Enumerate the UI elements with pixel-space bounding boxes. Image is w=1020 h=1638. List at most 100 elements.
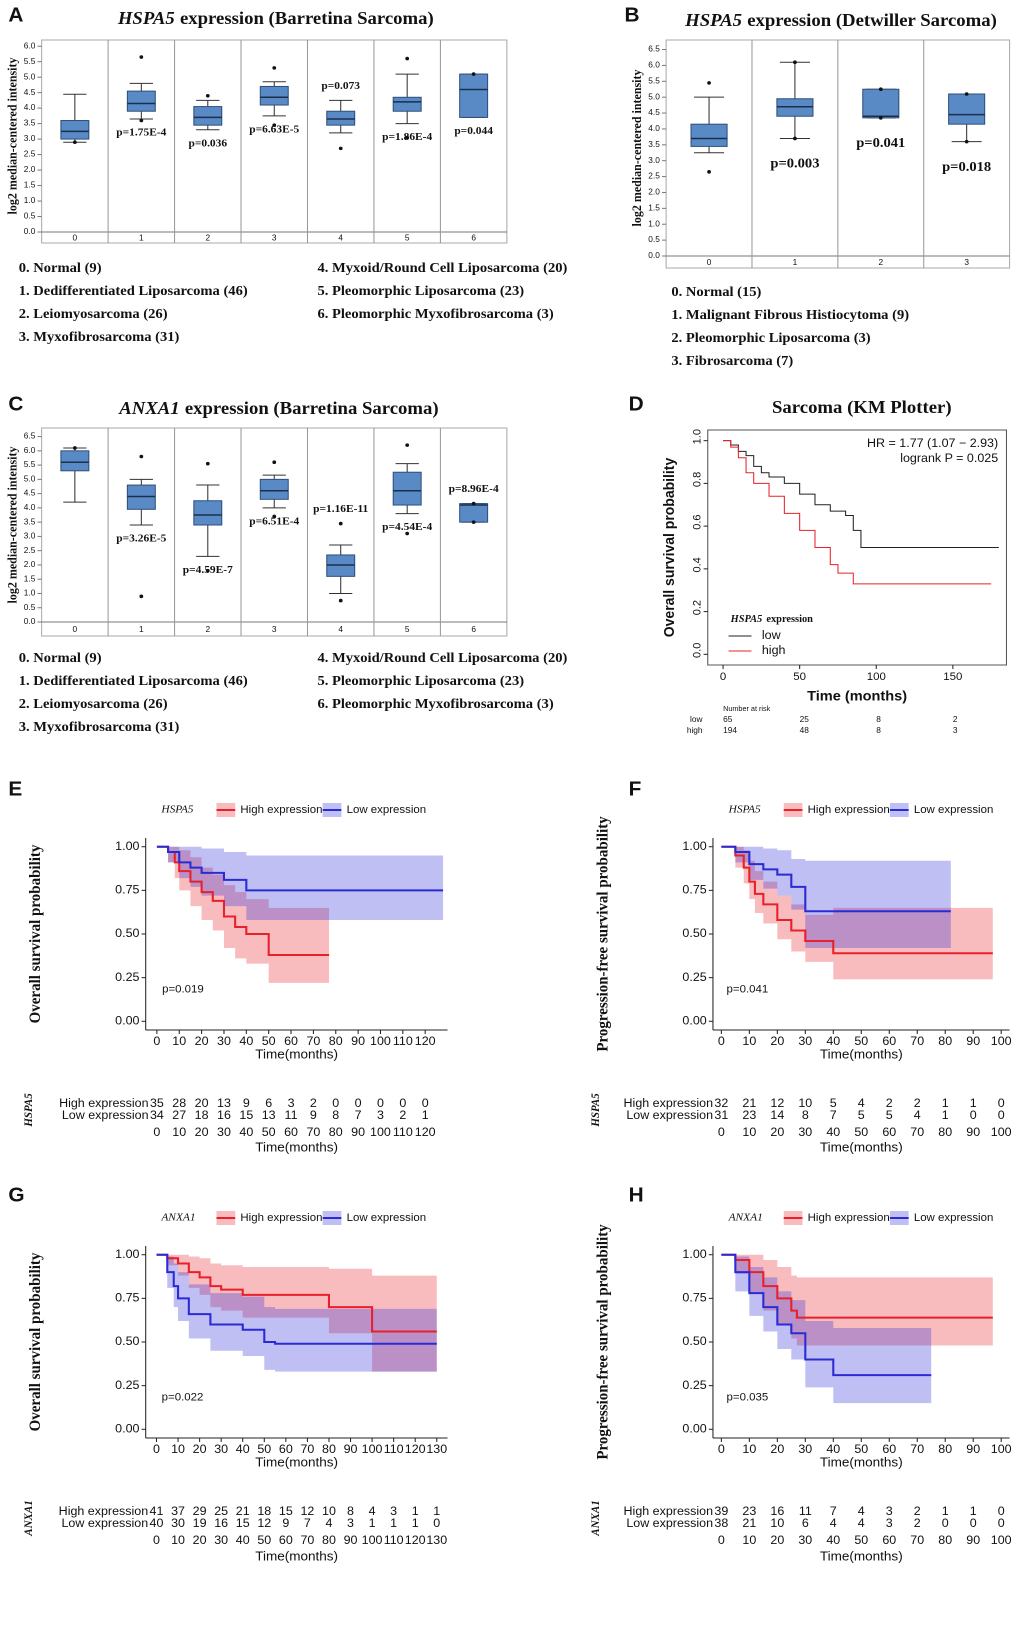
risk-value: 1 bbox=[412, 1516, 419, 1530]
risk-title: ANXA1 bbox=[590, 1500, 602, 1536]
y-axis-label: Overall survival probability bbox=[662, 458, 678, 638]
x-tick-label: 50 bbox=[793, 671, 806, 683]
x-tick-label: 100 bbox=[370, 1034, 391, 1048]
panel-letter: H bbox=[629, 1185, 644, 1207]
panel-letter: G bbox=[8, 1185, 24, 1207]
title-text: expression (Barretina Sarcoma) bbox=[185, 398, 439, 419]
x-tick-label: 0 bbox=[153, 1442, 160, 1456]
risk-value: 1 bbox=[970, 1504, 977, 1518]
y-tick-label: 4.5 bbox=[648, 108, 660, 117]
risk-time-label: 40 bbox=[236, 1533, 250, 1547]
risk-time-label: 110 bbox=[393, 1125, 413, 1139]
risk-time-label: 40 bbox=[239, 1125, 253, 1139]
risk-value: 8 bbox=[802, 1108, 809, 1122]
annotation: p=0.019 bbox=[162, 984, 204, 996]
outlier bbox=[964, 92, 969, 96]
y-tick-label: 6.0 bbox=[648, 61, 660, 70]
legend-label: Low expression bbox=[347, 1212, 426, 1224]
box bbox=[326, 110, 356, 126]
x-tick-label: 5 bbox=[405, 625, 410, 634]
outlier bbox=[272, 514, 277, 519]
risk-value: 48 bbox=[800, 726, 810, 735]
legend-item: 5. Pleomorphic Liposarcoma (23) bbox=[317, 673, 524, 689]
risk-value: 30 bbox=[171, 1516, 185, 1530]
x-tick-label: 60 bbox=[882, 1034, 896, 1048]
y-tick-label: 1.00 bbox=[682, 839, 706, 853]
y-tick-label: 0.50 bbox=[682, 926, 706, 940]
risk-value: 18 bbox=[195, 1108, 209, 1122]
y-tick-label: 1.5 bbox=[648, 204, 660, 213]
legend-title: ANXA1 bbox=[728, 1212, 763, 1224]
y-tick-label: 4.0 bbox=[24, 103, 36, 112]
x-tick-label: 0 bbox=[718, 1442, 725, 1456]
risk-value: 31 bbox=[714, 1108, 728, 1122]
risk-time-label: 110 bbox=[384, 1533, 404, 1547]
risk-time-label: 40 bbox=[826, 1533, 840, 1547]
risk-time-label: 100 bbox=[362, 1533, 383, 1547]
outlier bbox=[272, 123, 277, 127]
risk-time-label: 60 bbox=[279, 1533, 293, 1547]
risk-time-label: 90 bbox=[344, 1533, 358, 1547]
risk-row-name: Low expression bbox=[61, 1516, 148, 1530]
y-tick-label: 4.0 bbox=[648, 124, 660, 133]
risk-value: 27 bbox=[172, 1108, 186, 1122]
risk-time-label: 50 bbox=[854, 1125, 868, 1139]
y-tick-label: 5.0 bbox=[24, 475, 36, 484]
x-tick-label: 3 bbox=[964, 258, 969, 267]
risk-value: 23 bbox=[742, 1504, 756, 1518]
p-value: p=0.073 bbox=[321, 80, 360, 92]
risk-title: HSPA5 bbox=[23, 1093, 35, 1128]
risk-title: ANXA1 bbox=[23, 1500, 35, 1536]
legend-item: 3. Myxofibrosarcoma (31) bbox=[19, 719, 180, 735]
plot-frame bbox=[41, 39, 508, 244]
outlier bbox=[139, 55, 144, 59]
y-tick-label: 0.50 bbox=[115, 1334, 139, 1348]
survival-curve bbox=[721, 845, 993, 955]
risk-value: 2 bbox=[953, 715, 958, 724]
y-tick-label: 0.00 bbox=[115, 1014, 139, 1028]
risk-value: 38 bbox=[714, 1516, 728, 1530]
risk-value: 8 bbox=[347, 1504, 354, 1518]
x-tick-label: 0 bbox=[73, 625, 78, 634]
y-tick-label: 0.00 bbox=[682, 1422, 706, 1436]
legend-label: Low expression bbox=[914, 804, 993, 816]
risk-time-label: 30 bbox=[798, 1125, 812, 1139]
y-tick-label: 0.0 bbox=[24, 227, 36, 236]
x-tick-label: 4 bbox=[338, 234, 343, 243]
risk-value: 9 bbox=[243, 1096, 250, 1110]
x-tick-label: 40 bbox=[826, 1034, 840, 1048]
risk-value: 1 bbox=[942, 1504, 949, 1518]
x-tick-label: 60 bbox=[882, 1442, 896, 1456]
x-tick-label: 70 bbox=[306, 1034, 320, 1048]
legend-item: 3. Fibrosarcoma (7) bbox=[671, 353, 793, 369]
outlier bbox=[139, 594, 144, 599]
risk-value: 15 bbox=[279, 1504, 293, 1518]
y-axis-label: log2 median-centered intensity bbox=[630, 70, 644, 227]
risk-value: 1 bbox=[390, 1516, 397, 1530]
risk-time-label: 20 bbox=[770, 1533, 784, 1547]
y-tick-label: 0.50 bbox=[682, 1334, 706, 1348]
x-tick-label: 50 bbox=[257, 1442, 271, 1456]
risk-value: 9 bbox=[282, 1516, 289, 1530]
risk-row-name: Low expression bbox=[626, 1516, 713, 1530]
y-tick-label: 4.0 bbox=[24, 503, 36, 512]
risk-value: 0 bbox=[970, 1108, 977, 1122]
y-axis-label: Progression-free survival probability bbox=[594, 1224, 611, 1460]
outlier bbox=[272, 66, 277, 70]
title-text: expression (Barretina Sarcoma) bbox=[180, 8, 434, 29]
y-axis-label: Overall survival probability bbox=[27, 1252, 44, 1431]
p-value: p=1.86E-4 bbox=[382, 131, 432, 143]
outlier bbox=[72, 446, 77, 450]
annotation: p=0.035 bbox=[727, 1392, 769, 1404]
risk-time-label: 70 bbox=[910, 1533, 924, 1547]
risk-value: 3 bbox=[886, 1516, 893, 1530]
risk-value: 0 bbox=[422, 1096, 429, 1110]
survival-curve bbox=[156, 1253, 437, 1345]
outlier bbox=[471, 72, 476, 76]
legend-item: 4. Myxoid/Round Cell Liposarcoma (20) bbox=[317, 650, 567, 666]
x-tick-label: 80 bbox=[938, 1442, 952, 1456]
y-tick-label: 2.5 bbox=[24, 546, 36, 555]
x-tick-label: 100 bbox=[867, 671, 886, 683]
legend-title-text: expression bbox=[766, 614, 813, 625]
legend-label: High expression bbox=[240, 1212, 322, 1224]
